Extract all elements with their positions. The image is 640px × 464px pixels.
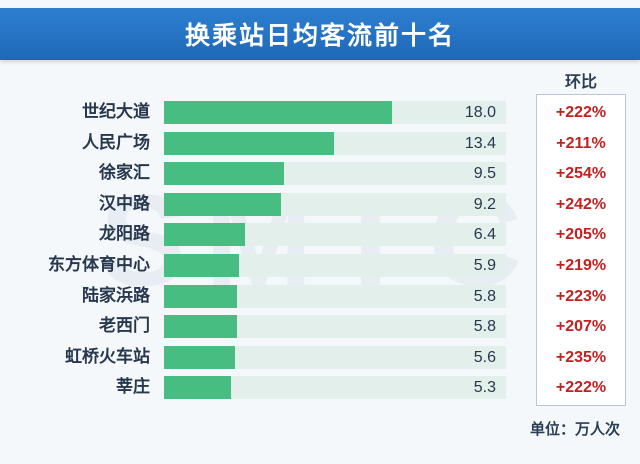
bar [164,345,235,369]
bar [164,315,238,339]
value-label: 5.9 [473,257,496,274]
chart-title: 换乘站日均客流前十名 [0,8,640,60]
yoy-label: +222% [555,104,607,121]
yoy-column-frame [536,94,626,406]
value-label: 18.0 [464,104,496,121]
bar-track: 5.8 [164,315,506,339]
bar-row: 老西门 5.8 +207% [0,311,640,342]
yoy-label: +242% [555,195,607,213]
bar-row: 虹桥火车站 5.6 +235% [0,342,640,373]
category-label: 陆家浜路 [82,285,150,306]
bar [164,192,281,216]
category-label: 莘庄 [116,377,150,398]
bar [164,376,232,400]
value-label: 5.8 [473,318,496,336]
bar-row: 汉中路 9.2 +242% [0,189,640,220]
bar-row: 东方体育中心 5.9 +219% [0,250,640,281]
value-label: 5.3 [473,379,496,397]
bar-track: 5.9 [164,254,506,277]
bar-track: 9.2 [164,192,506,216]
yoy-label: +222% [555,379,607,397]
category-label: 徐家汇 [99,163,150,184]
bar-row: 世纪大道 18.0 +222% [0,97,640,128]
yoy-label: +223% [555,287,607,305]
yoy-header: 环比 [564,72,597,91]
bar-row: 龙阳路 6.4 +205% [0,219,640,250]
bar [164,284,238,308]
bar-track: 5.8 [164,284,506,308]
category-label: 世纪大道 [82,102,150,122]
bar-track: 6.4 [164,223,506,247]
yoy-label: +205% [555,226,607,244]
category-label: 虹桥火车站 [65,346,150,367]
value-label: 9.5 [473,165,496,183]
bar-track: 13.4 [164,131,506,155]
yoy-label: +211% [556,134,606,152]
category-label: 汉中路 [99,193,150,214]
bar-row: 人民广场 13.4 +211% [0,128,640,159]
value-label: 5.8 [473,287,496,305]
yoy-label: +235% [555,348,607,366]
category-label: 东方体育中心 [48,255,150,275]
category-label: 人民广场 [82,132,150,153]
bar [164,101,392,124]
unit-label: 单位：万人次 [529,420,620,438]
value-label: 5.6 [473,348,496,366]
bar-row: 徐家汇 9.5 +254% [0,158,640,189]
yoy-label: +219% [555,257,607,274]
value-label: 9.2 [473,195,496,213]
yoy-label: +207% [555,318,607,336]
value-label: 13.4 [464,134,496,152]
bar-track: 9.5 [164,162,506,186]
bar [164,254,239,277]
bar [164,131,334,155]
bar-row: 莘庄 5.3 +222% [0,372,640,403]
category-label: 龙阳路 [99,224,150,245]
bar-row: 陆家浜路 5.8 +223% [0,281,640,312]
yoy-label: +254% [555,165,607,183]
bar-track: 18.0 [164,101,506,124]
bar-track: 5.6 [164,345,506,369]
bar [164,223,246,247]
category-label: 老西门 [99,316,150,337]
bar [164,162,285,186]
bar-track: 5.3 [164,376,506,400]
value-label: 6.4 [473,226,496,244]
